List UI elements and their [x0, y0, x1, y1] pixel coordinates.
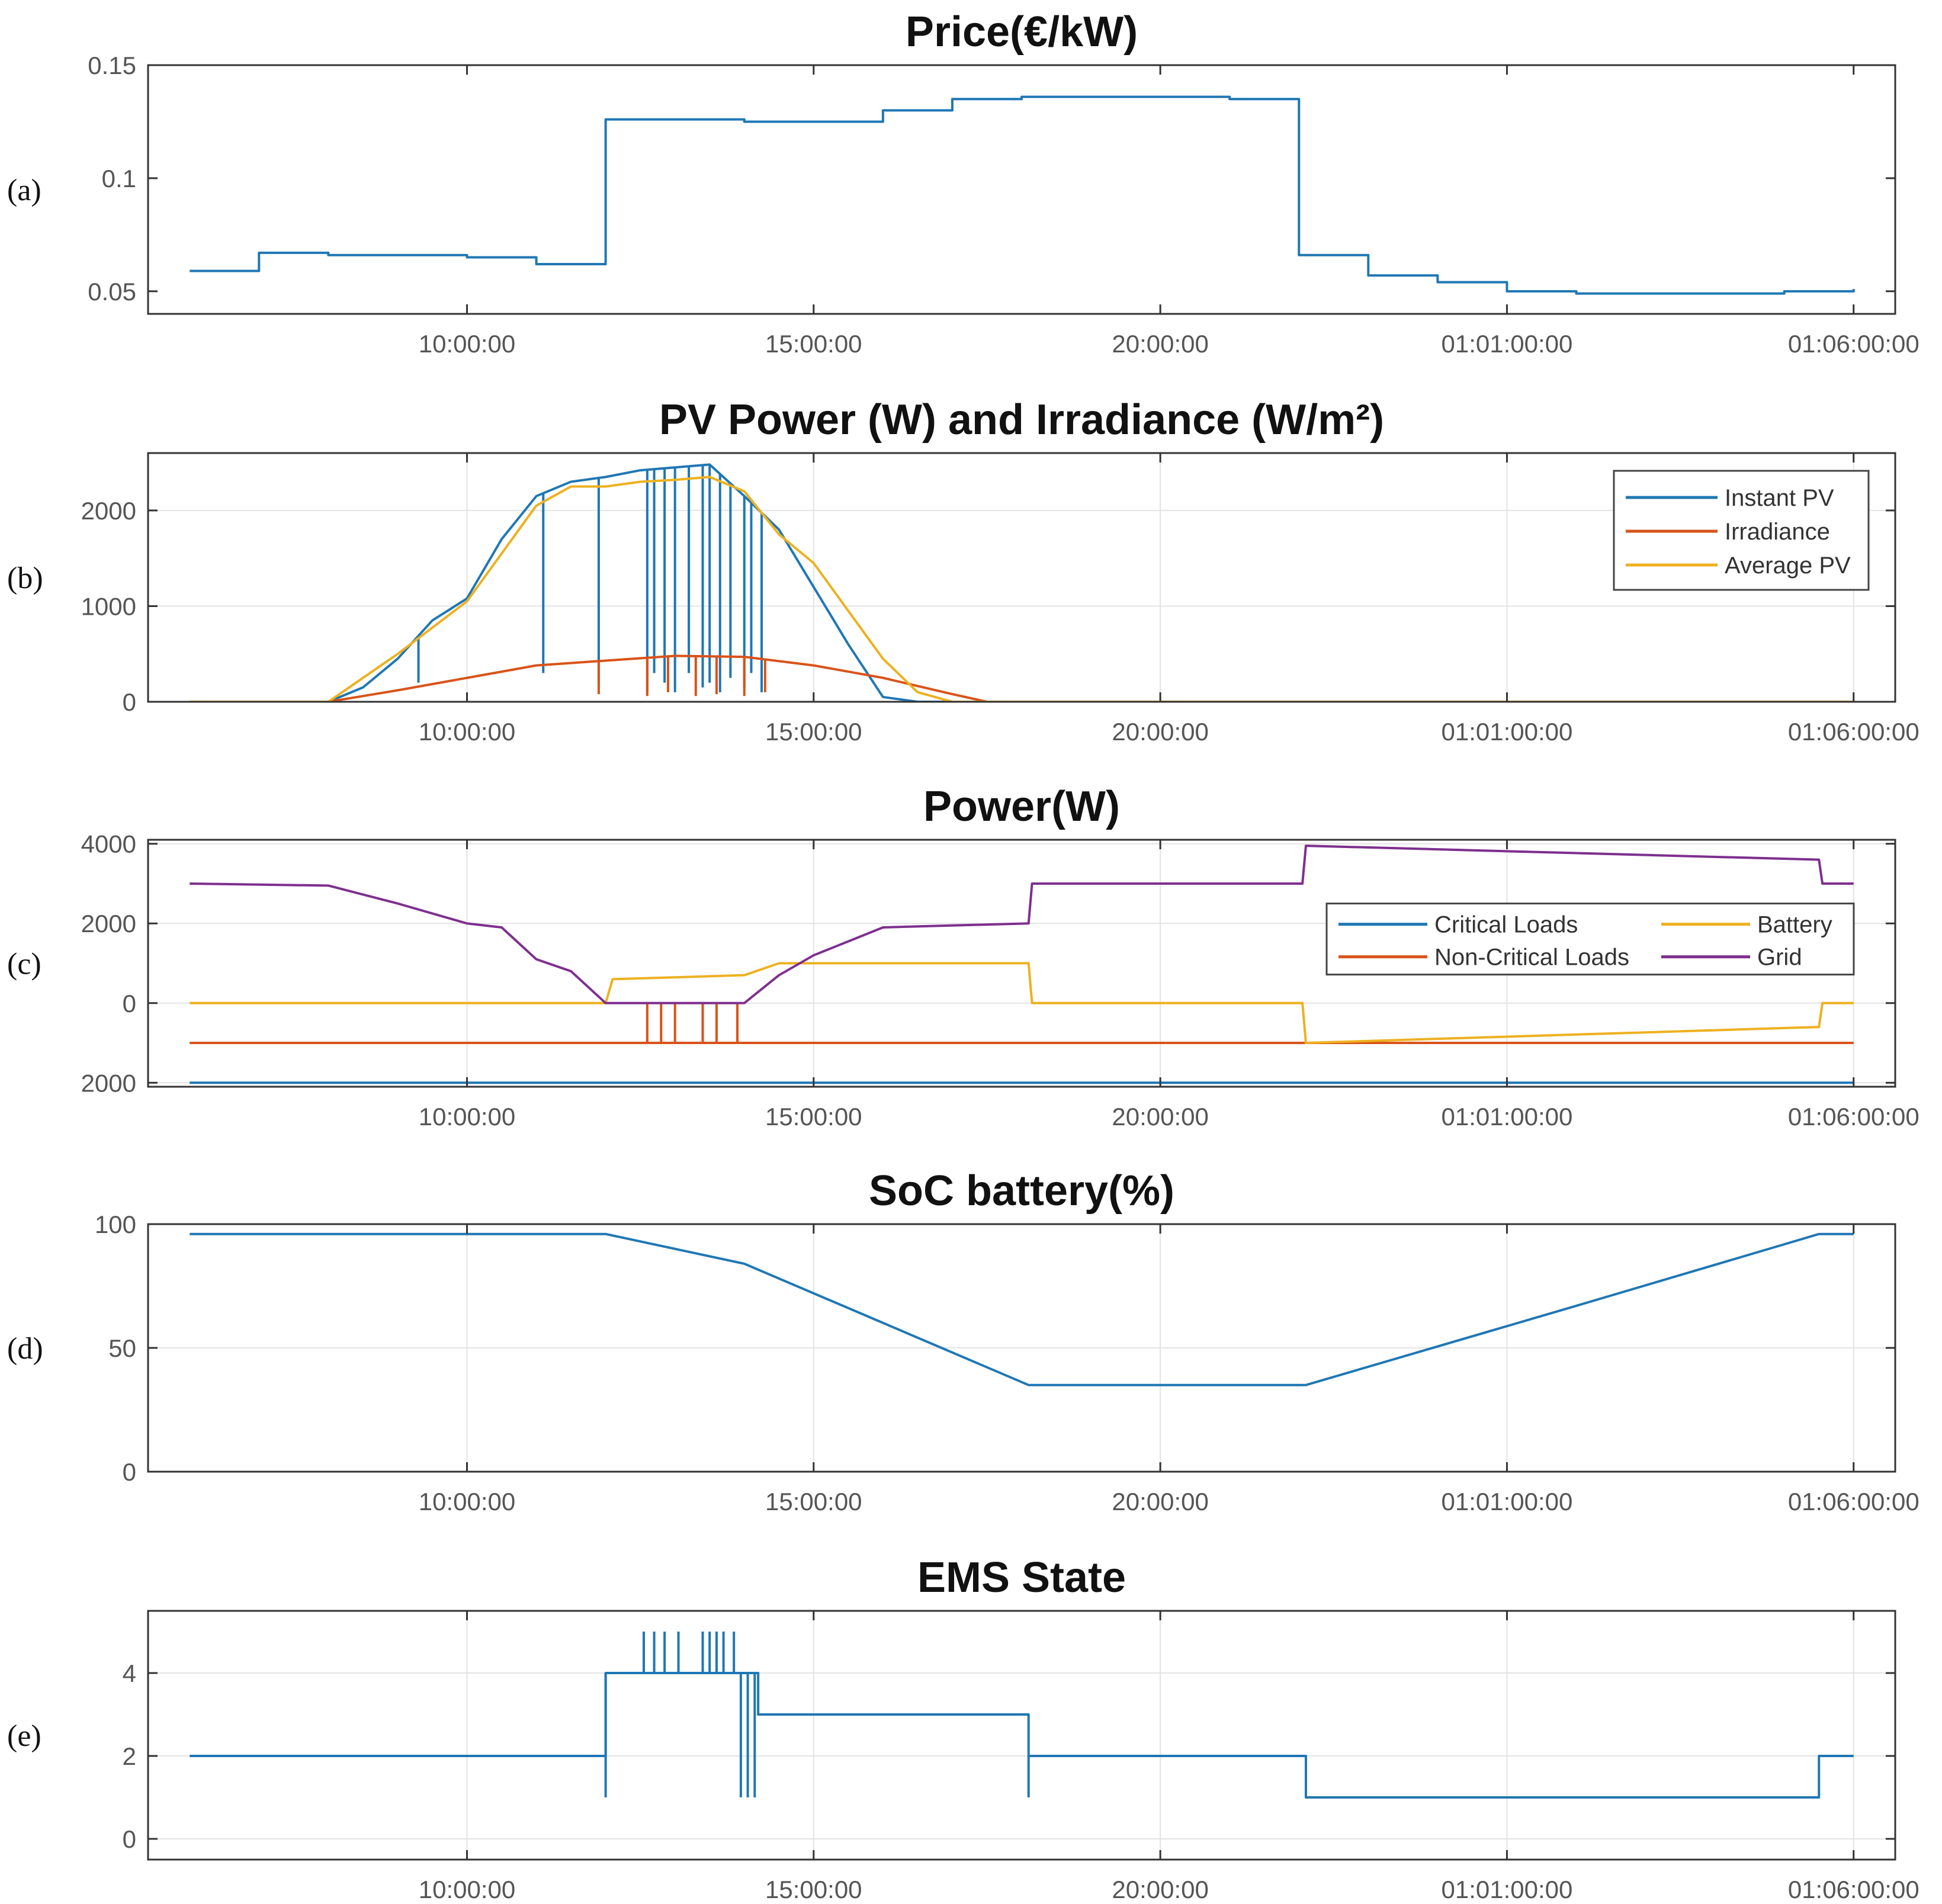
x-tick-label: 01:01:00:00 [1442, 1876, 1573, 1903]
x-tick-label: 20:00:00 [1112, 1876, 1209, 1903]
legend-label: Grid [1757, 945, 1802, 971]
series-line-instant-pv [190, 463, 1854, 702]
x-tick-label: 15:00:00 [765, 1103, 862, 1131]
x-tick-label: 01:01:00:00 [1442, 330, 1573, 358]
x-tick-label: 01:06:00:00 [1788, 1488, 1919, 1516]
panel-e-title: EMS State [917, 1554, 1126, 1601]
panel-a: Price(€/kW) (a) 10:00:00 15:00:00 20:00:00 01… [7, 8, 1919, 358]
x-tick-label: 10:00:00 [419, 330, 516, 358]
panel-b: PV Power (W) and Irradiance (W/m²) (b) 10:… [7, 396, 1919, 746]
legend-label: Irradiance [1725, 519, 1830, 545]
y-tick-label: 2000 [81, 910, 136, 937]
legend-label: Battery [1757, 912, 1832, 938]
legend-box [1325, 903, 1855, 976]
panel-d-label: (d) [7, 1332, 43, 1366]
x-tick-label: 01:01:00:00 [1442, 718, 1573, 746]
axes-box [147, 452, 1896, 703]
y-tick-label: 2 [123, 1742, 136, 1770]
x-tick-label: 20:00:00 [1112, 1103, 1209, 1131]
y-tick-label: 50 [108, 1334, 136, 1362]
legend-label: Instant PV [1725, 485, 1834, 511]
axes-box [147, 64, 1896, 315]
x-tick-label: 15:00:00 [765, 1488, 862, 1516]
x-tick-label: 20:00:00 [1112, 1488, 1209, 1516]
x-tick-label: 01:06:00:00 [1788, 1103, 1919, 1131]
x-tick-label: 15:00:00 [765, 330, 862, 358]
x-tick-label: 15:00:00 [765, 718, 862, 746]
panel-e: EMS State (e) 10:00:00 15:00:00 20:00:00 01:0… [7, 1554, 1919, 1903]
x-tick-label: 01:01:00:00 [1442, 1103, 1573, 1131]
x-tick-label: 20:00:00 [1112, 718, 1209, 746]
x-tick-label: 01:06:00:00 [1788, 330, 1919, 358]
y-tick-label: 0.05 [88, 278, 136, 306]
series-line-battery [190, 962, 1854, 1045]
x-tick-label: 01:01:00:00 [1442, 1488, 1573, 1516]
y-tick-label: 0 [123, 990, 136, 1017]
axes-box [147, 839, 1896, 1088]
y-tick-label: 0 [123, 1458, 136, 1486]
panel-d: SoC battery(%) (d) 10:00:00 15:00:00 20:00:0… [7, 1167, 1919, 1516]
legend-label: Critical Loads [1434, 912, 1578, 938]
series-line-average-pv [190, 476, 1854, 702]
panel-d-title: SoC battery(%) [869, 1167, 1174, 1215]
axes-box [147, 1610, 1896, 1861]
y-tick-label: 2000 [81, 497, 136, 525]
x-tick-label: 10:00:00 [419, 718, 516, 746]
y-tick-label: 4 [123, 1659, 136, 1687]
x-tick-label: 15:00:00 [765, 1876, 862, 1903]
y-tick-label: 0 [123, 688, 136, 716]
y-tick-label: 0.1 [102, 165, 136, 192]
panel-a-label: (a) [7, 174, 41, 207]
series-group [190, 1632, 1854, 1799]
series-line-series-0 [190, 1232, 1854, 1386]
series-group [190, 95, 1855, 295]
x-tick-label: 10:00:00 [419, 1488, 516, 1516]
y-tick-label: 2000 [81, 1069, 136, 1097]
panel-b-title: PV Power (W) and Irradiance (W/m²) [659, 396, 1384, 444]
y-tick-label: 0 [123, 1825, 136, 1853]
y-tick-label: 1000 [81, 592, 136, 620]
x-tick-label: 20:00:00 [1112, 330, 1209, 358]
y-tick-label: 4000 [81, 830, 136, 858]
x-tick-label: 01:06:00:00 [1788, 1876, 1919, 1903]
x-tick-label: 01:06:00:00 [1788, 718, 1919, 746]
panel-c: Power(W) (c) 10:00:00 15:00:00 20:00:00 01:01… [7, 783, 1919, 1131]
series-line-series-0 [190, 95, 1855, 295]
series-group [190, 1232, 1854, 1386]
series-line-series-0 [190, 1672, 1854, 1799]
series-line-irradiance [190, 654, 1854, 702]
panel-c-title: Power(W) [923, 783, 1120, 830]
x-tick-label: 10:00:00 [419, 1103, 516, 1131]
series-line-grid [190, 845, 1854, 1004]
legend-label: Non-Critical Loads [1434, 945, 1629, 971]
panel-a-title: Price(€/kW) [906, 8, 1138, 56]
y-tick-label: 0.15 [88, 52, 136, 79]
x-tick-label: 10:00:00 [419, 1876, 516, 1903]
legend-label: Average PV [1725, 553, 1851, 579]
panel-b-label: (b) [7, 561, 43, 595]
panel-e-label: (e) [7, 1719, 41, 1753]
series-group [190, 463, 1854, 702]
y-tick-label: 100 [95, 1211, 136, 1238]
panel-c-label: (c) [7, 948, 41, 981]
